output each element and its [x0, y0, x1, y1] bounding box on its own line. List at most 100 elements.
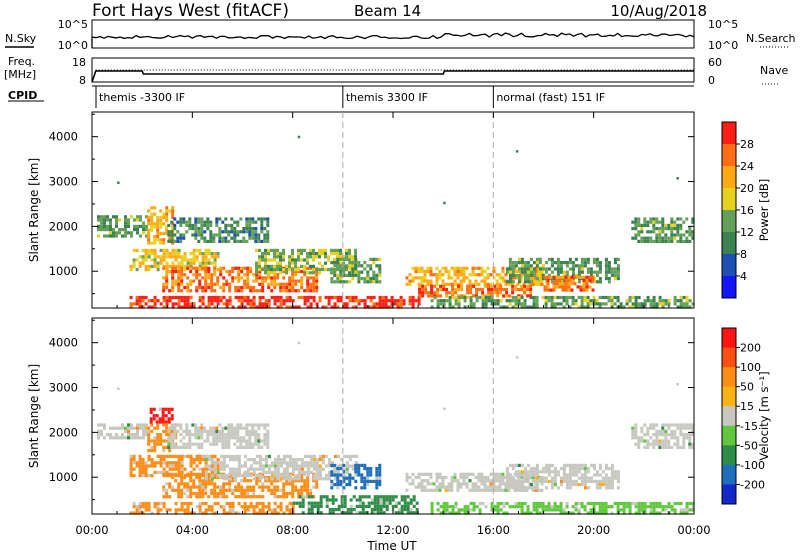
range-time-cell [540, 269, 544, 274]
range-time-cell [448, 505, 452, 509]
range-time-cell [301, 495, 305, 499]
range-time-cell [574, 299, 578, 303]
range-time-cell [142, 423, 145, 427]
range-time-cell [354, 261, 358, 265]
range-time-cell [327, 299, 331, 303]
range-time-cell [174, 279, 178, 283]
range-time-cell [303, 461, 307, 465]
range-time-cell [565, 473, 569, 477]
range-time-cell [412, 498, 416, 502]
range-time-cell [670, 223, 674, 227]
range-time-cell [511, 483, 515, 487]
range-time-cell [631, 436, 635, 440]
range-time-cell [556, 470, 560, 474]
range-time-cell [165, 212, 169, 216]
range-time-cell [179, 439, 183, 443]
range-time-cell [333, 483, 337, 487]
range-time-cell [162, 276, 166, 280]
range-time-cell [550, 508, 554, 512]
range-time-cell [634, 302, 638, 306]
range-time-cell [162, 264, 166, 268]
range-time-cell [504, 488, 508, 492]
range-time-cell [508, 267, 512, 271]
range-time-cell [279, 268, 282, 272]
range-time-cell [188, 429, 192, 433]
range-time-cell [474, 482, 478, 486]
cpid-segment-label: themis -3300 IF [99, 91, 185, 104]
range-time-cell [685, 508, 689, 512]
range-time-cell [520, 483, 524, 487]
range-time-cell [201, 454, 205, 458]
range-time-cell [228, 299, 232, 303]
range-time-cell [192, 305, 196, 309]
range-time-cell [225, 501, 229, 506]
range-time-cell [565, 511, 569, 515]
range-time-cell [210, 474, 214, 478]
range-time-cell [466, 505, 470, 509]
range-time-cell [411, 279, 415, 283]
range-time-cell [228, 508, 232, 512]
range-time-cell [604, 467, 608, 471]
range-time-cell [403, 498, 407, 502]
range-time-cell [378, 463, 382, 467]
range-time-cell [276, 261, 279, 265]
range-time-cell [676, 383, 679, 386]
range-time-cell [388, 498, 392, 502]
range-time-cell [192, 273, 196, 277]
range-time-cell [538, 270, 542, 274]
range-time-cell [435, 266, 439, 270]
y-axis-title: Slant Range [km] [27, 364, 41, 468]
range-time-cell [297, 479, 301, 483]
range-time-cell [159, 238, 163, 242]
range-time-cell [310, 504, 314, 508]
range-time-cell [216, 474, 220, 478]
range-time-cell [198, 295, 202, 300]
range-time-cell [153, 248, 157, 252]
range-time-cell [565, 463, 569, 467]
range-time-cell [511, 479, 515, 483]
range-time-cell [156, 255, 160, 259]
range-time-cell [610, 505, 614, 509]
range-time-cell [472, 305, 476, 309]
range-time-cell [177, 461, 181, 465]
range-time-cell [691, 220, 695, 224]
range-time-cell [664, 239, 668, 243]
range-time-cell [655, 433, 659, 437]
range-time-cell [228, 488, 232, 492]
range-time-cell [321, 458, 325, 462]
range-time-cell [382, 504, 386, 508]
range-time-cell [348, 258, 351, 262]
range-time-cell [288, 305, 292, 309]
range-time-cell [222, 302, 226, 306]
range-time-cell [179, 239, 183, 243]
range-time-cell [574, 505, 578, 509]
range-time-cell [276, 477, 280, 481]
range-time-cell [141, 295, 145, 300]
range-time-cell [664, 442, 668, 446]
range-time-cell [248, 220, 252, 224]
range-time-cell [616, 305, 620, 309]
range-time-cell [276, 505, 280, 509]
range-time-cell [325, 498, 329, 502]
range-time-cell [418, 287, 422, 292]
range-time-cell [553, 261, 557, 265]
range-time-cell [417, 282, 421, 286]
range-time-cell [451, 295, 455, 300]
range-time-cell [676, 442, 680, 446]
range-time-cell [156, 225, 160, 229]
range-time-cell [598, 302, 602, 306]
range-time-cell [291, 495, 295, 499]
range-time-cell [417, 472, 421, 476]
range-time-cell [529, 273, 533, 277]
range-time-cell [246, 269, 250, 274]
range-time-cell [376, 508, 380, 512]
range-time-cell [652, 439, 656, 443]
range-time-cell [195, 289, 199, 293]
range-time-cell [345, 305, 349, 309]
range-time-cell [156, 470, 160, 474]
range-time-cell [547, 470, 551, 474]
range-time-cell [517, 273, 521, 277]
range-time-cell [330, 461, 334, 465]
